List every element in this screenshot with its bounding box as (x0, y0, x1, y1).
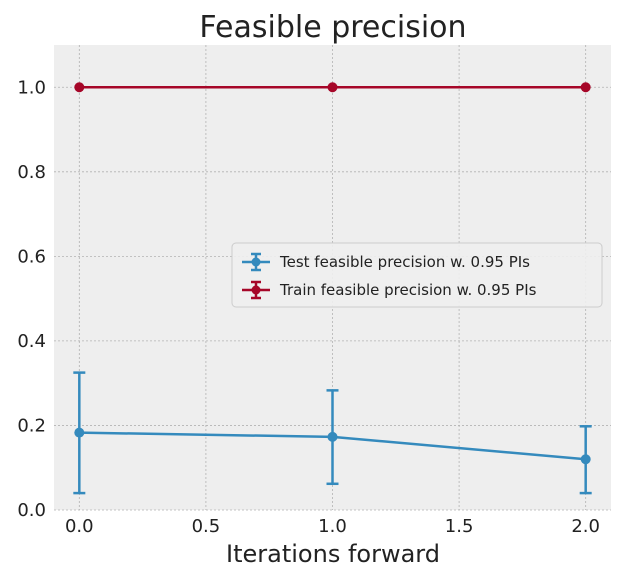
data-point (580, 82, 591, 93)
y-tick-label: 0.8 (17, 162, 46, 183)
y-tick-label: 0.6 (17, 246, 46, 267)
legend-box (231, 242, 603, 308)
series-layer (73, 82, 592, 495)
data-point (580, 454, 591, 465)
x-tick-label: 1.0 (318, 516, 347, 537)
x-tick-label: 0.0 (65, 516, 94, 537)
legend-label: Test feasible precision w. 0.95 PIs (279, 253, 530, 271)
legend-item-2: Train feasible precision w. 0.95 PIs (242, 280, 537, 300)
data-point (327, 82, 338, 93)
series-2 (74, 82, 591, 93)
series-1 (73, 371, 592, 495)
y-tick-label: 0.4 (17, 331, 46, 352)
legend-label: Train feasible precision w. 0.95 PIs (279, 281, 537, 299)
y-tick-label: 0.2 (17, 415, 46, 436)
x-tick-label: 1.5 (445, 516, 474, 537)
data-point (74, 82, 85, 93)
legend-item-1: Test feasible precision w. 0.95 PIs (242, 252, 530, 272)
legend-marker (251, 285, 261, 295)
legend: Test feasible precision w. 0.95 PIs Train… (231, 242, 603, 308)
x-tick-label: 2.0 (571, 516, 600, 537)
legend-marker (251, 257, 261, 267)
chart-title: Feasible precision (199, 10, 466, 45)
data-point (74, 427, 85, 438)
y-tick-label: 0.0 (17, 500, 46, 521)
data-point (327, 431, 338, 442)
x-axis-label: Iterations forward (226, 540, 440, 568)
x-tick-label: 0.5 (192, 516, 221, 537)
y-tick-label: 1.0 (17, 77, 46, 98)
axis-ticks: 0.0 0.5 1.0 1.5 2.0 0.0 0.2 0.4 0.6 0.8 1.0 (17, 77, 600, 537)
